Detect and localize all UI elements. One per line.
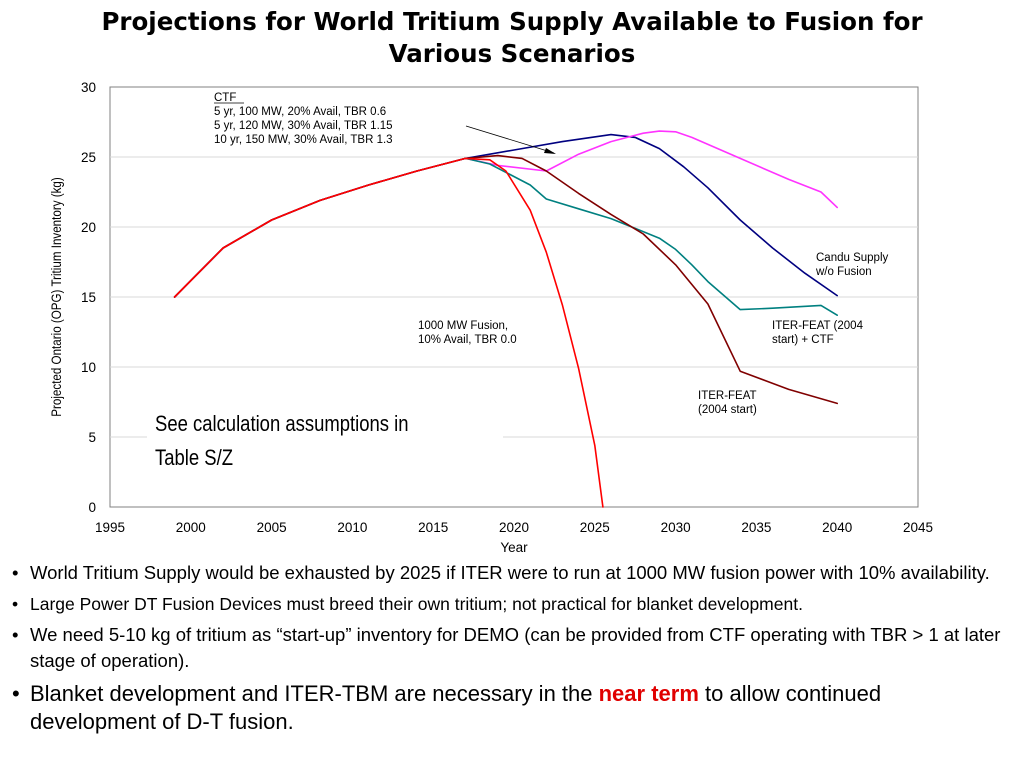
x-tick-label: 2015 [418,520,448,535]
bullet-dot: • [12,624,19,645]
y-tick-label: 0 [88,500,96,515]
assumptions-line2: Table S/Z [155,447,233,471]
bullet-item: • World Tritium Supply would be exhausted… [10,560,1010,586]
near-term-highlight: near term [598,681,699,706]
x-tick-label: 2040 [822,520,852,535]
x-tick-label: 2025 [580,520,610,535]
bullet-list: • World Tritium Supply would be exhausted… [10,560,1010,736]
bullet-dot: • [12,681,20,706]
x-tick-label: 2030 [661,520,691,535]
y-tick-label: 25 [81,150,96,165]
series-labels: Candu Supply w/o Fusion 1000 MW Fusion, … [418,252,888,416]
candu-label-line2: w/o Fusion [815,266,872,278]
bullet-dot: • [12,562,19,583]
assumptions-note: See calculation assumptions in Table S/Z [147,405,503,475]
assumptions-line1: See calculation assumptions in [155,413,408,437]
ctf-line3: 10 yr, 150 MW, 30% Avail, TBR 1.3 [214,134,393,146]
x-tick-label: 2020 [499,520,529,535]
x-tick-labels: 1995 2000 2005 2010 2015 2020 2025 2030 2035 2040… [95,520,933,535]
bullet-item: • Large Power DT Fusion Devices must bree… [10,592,1010,616]
y-tick-labels: 0 5 10 15 20 25 30 [81,80,96,515]
ctf-annotation: CTF 5 yr, 100 MW, 20% Avail, TBR 0.6 5 y… [214,92,556,154]
x-tick-label: 2000 [176,520,206,535]
bullet-text-pre: Blanket development and ITER-TBM are nec… [30,681,599,706]
ctf-line2: 5 yr, 120 MW, 30% Avail, TBR 1.15 [214,120,393,132]
bullet-text: Large Power DT Fusion Devices must breed… [30,594,803,614]
y-tick-label: 10 [81,360,96,375]
bullet-item: • Blanket development and ITER-TBM are ne… [10,680,1010,736]
y-axis-label: Projected Ontario (OPG) Tritium Inventor… [48,177,64,416]
iter-ctf-label-line1: ITER-FEAT (2004 [772,320,864,332]
candu-label-line1: Candu Supply [816,252,888,264]
ctf-arrow-head [544,148,556,154]
iter-label-line1: ITER-FEAT [698,390,757,402]
y-tick-label: 5 [88,430,96,445]
series-lines [173,130,839,508]
slide-title-line2: Various Scenarios [388,39,636,68]
bullet-text-post: to allow continued development of D-T fu… [30,681,882,734]
bullet-text: We need 5-10 kg of tritium as “start-up”… [30,624,1001,671]
bullet-dot: • [12,594,19,614]
x-tick-label: 2045 [903,520,933,535]
series-line-1000-mw-fusion-10-avail-tbr-0-0 [173,157,604,508]
y-tick-label: 30 [81,80,96,95]
bullet-text: World Tritium Supply would be exhausted … [30,562,990,583]
assumptions-note-background [147,405,503,475]
y-tick-label: 20 [81,220,96,235]
y-tick-label: 15 [81,290,96,305]
slide-title-line1: Projections for World Tritium Supply Ava… [101,7,923,36]
x-tick-label: 2010 [337,520,367,535]
x-tick-label: 2035 [741,520,771,535]
x-tick-label: 2005 [257,520,287,535]
iter-label-line2: (2004 start) [698,404,757,416]
x-tick-label: 1995 [95,520,125,535]
fusion-label-line1: 1000 MW Fusion, [418,320,508,332]
fusion-label-line2: 10% Avail, TBR 0.0 [418,334,517,346]
x-axis-label: Year [500,540,528,555]
ctf-line1: 5 yr, 100 MW, 20% Avail, TBR 0.6 [214,106,386,118]
bullet-item: • We need 5-10 kg of tritium as “start-up… [10,622,1010,674]
slide-title: Projections for World Tritium Supply Ava… [0,6,1024,70]
ctf-header: CTF [214,92,236,104]
ctf-arrow-line [465,125,555,154]
iter-ctf-label-line2: start) + CTF [772,334,834,346]
